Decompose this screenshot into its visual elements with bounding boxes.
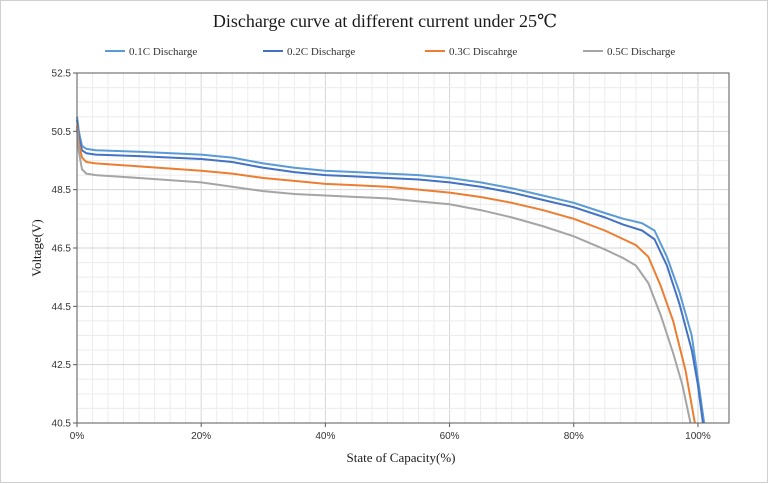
x-tick-label: 100% [685, 431, 711, 442]
axes [73, 72, 730, 427]
y-tick-label: 52.5 [52, 69, 72, 80]
y-tick-label: 44.5 [52, 302, 72, 313]
chart-title: Discharge curve at different current und… [213, 11, 557, 31]
legend-label: 0.2C Discharge [287, 46, 355, 58]
series-line-3 [76, 125, 696, 424]
tick-labels: 0% 20% 40% 60% 80% 100% 40.5 42.5 44.5 46.5 48.5 50… [52, 69, 711, 443]
legend-entry-2: 0.2C Discharge [263, 46, 355, 58]
chart-legend: 0.1C Discharge 0.2C Discharge 0.3C Discahr… [105, 46, 675, 58]
legend-label: 0.1C Discharge [129, 46, 197, 58]
series-line-4 [76, 128, 692, 424]
series-layer [76, 116, 706, 424]
legend-label: 0.5C Discharge [607, 46, 675, 58]
y-tick-label: 50.5 [52, 127, 72, 138]
x-tick-label: 80% [564, 431, 584, 442]
x-tick-label: 0% [70, 431, 85, 442]
y-axis-label: Voltage(V) [29, 219, 44, 277]
x-tick-label: 20% [191, 431, 211, 442]
legend-entry-4: 0.5C Discharge [583, 46, 675, 58]
y-tick-label: 46.5 [52, 244, 72, 255]
y-tick-label: 40.5 [52, 419, 72, 430]
x-tick-label: 60% [440, 431, 460, 442]
legend-entry-3: 0.3C Discahrge [425, 46, 517, 58]
x-axis-label: State of Capacity(%) [346, 450, 455, 465]
y-tick-label: 48.5 [52, 185, 72, 196]
series-line-2 [76, 119, 704, 424]
series-line-1 [76, 116, 706, 424]
legend-label: 0.3C Discahrge [449, 46, 517, 58]
legend-entry-1: 0.1C Discharge [105, 46, 197, 58]
x-tick-label: 40% [315, 431, 335, 442]
y-tick-label: 42.5 [52, 360, 72, 371]
